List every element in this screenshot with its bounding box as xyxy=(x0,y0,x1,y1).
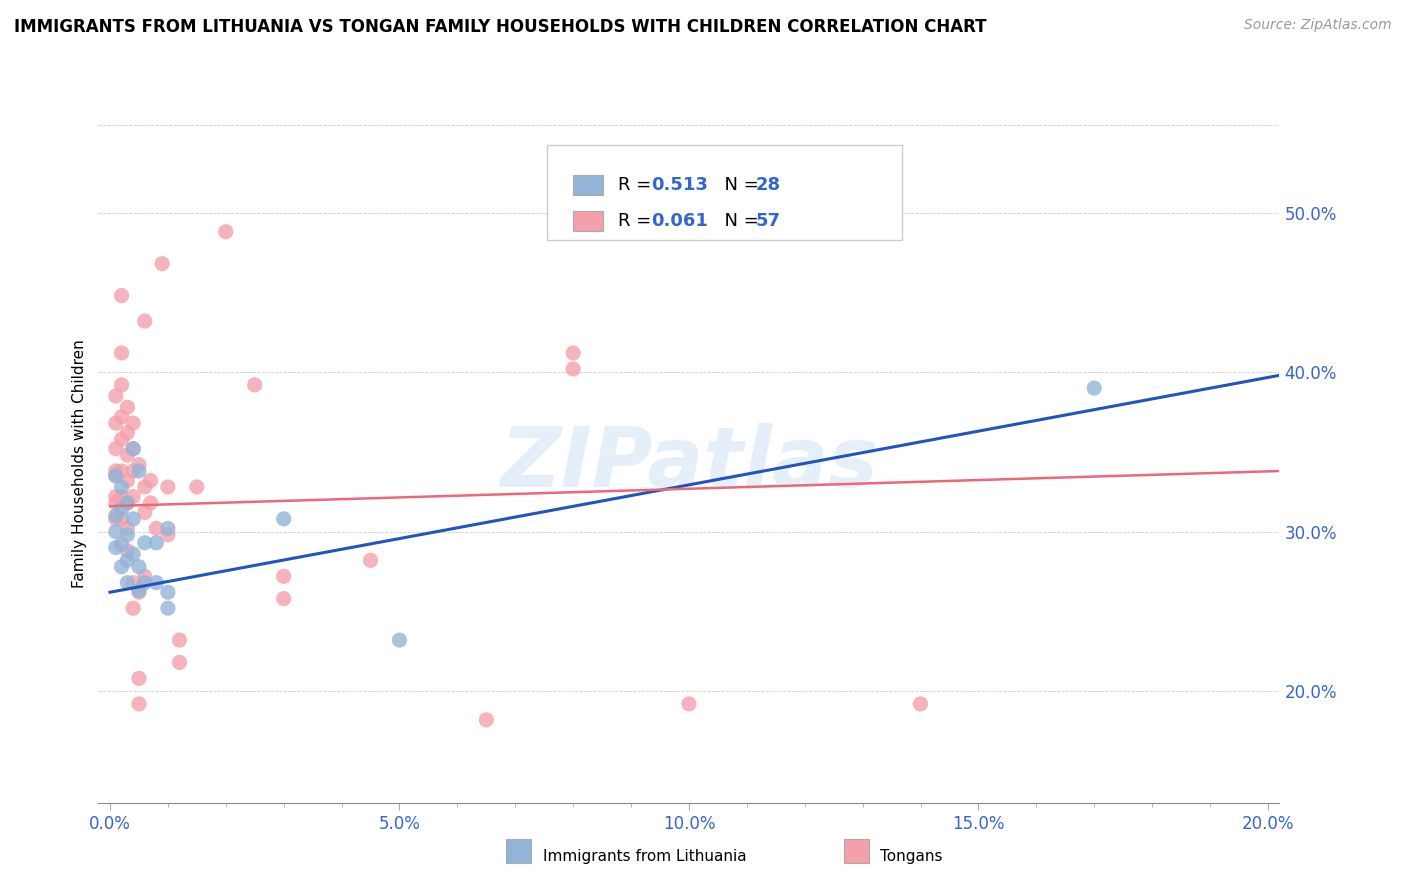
Point xyxy=(104,496,127,510)
Point xyxy=(215,225,238,239)
Point xyxy=(110,537,132,551)
Text: Tongans: Tongans xyxy=(880,849,942,863)
Point xyxy=(104,389,127,403)
Point xyxy=(110,288,132,302)
Point xyxy=(145,536,167,550)
Point xyxy=(104,468,127,483)
Point xyxy=(104,508,127,523)
Point xyxy=(104,512,127,526)
Point xyxy=(134,569,156,583)
Point xyxy=(156,480,179,494)
Point xyxy=(117,474,139,488)
Text: R =: R = xyxy=(617,176,657,194)
Text: 0.061: 0.061 xyxy=(651,212,709,230)
Text: R =: R = xyxy=(617,212,657,230)
Point xyxy=(145,521,167,535)
Point xyxy=(110,502,132,516)
Point xyxy=(104,490,127,504)
Point xyxy=(562,346,585,360)
Point xyxy=(910,697,932,711)
Text: Source: ZipAtlas.com: Source: ZipAtlas.com xyxy=(1244,18,1392,32)
Point xyxy=(475,713,498,727)
Y-axis label: Family Households with Children: Family Households with Children xyxy=(72,340,87,588)
Point xyxy=(122,547,145,561)
Point xyxy=(104,416,127,430)
Point xyxy=(134,314,156,328)
Point xyxy=(150,257,173,271)
Point xyxy=(562,362,585,376)
Point xyxy=(110,512,132,526)
Point xyxy=(122,512,145,526)
Point xyxy=(134,536,156,550)
Point xyxy=(117,553,139,567)
Point xyxy=(156,521,179,535)
Point xyxy=(134,575,156,590)
Point xyxy=(122,416,145,430)
Point xyxy=(110,464,132,478)
Point xyxy=(186,480,208,494)
Point xyxy=(110,559,132,574)
Text: IMMIGRANTS FROM LITHUANIA VS TONGAN FAMILY HOUSEHOLDS WITH CHILDREN CORRELATION : IMMIGRANTS FROM LITHUANIA VS TONGAN FAMI… xyxy=(14,18,987,36)
Text: 0.513: 0.513 xyxy=(651,176,709,194)
Point xyxy=(117,401,139,415)
Point xyxy=(139,496,162,510)
Point xyxy=(122,575,145,590)
Text: N =: N = xyxy=(713,176,765,194)
Point xyxy=(110,490,132,504)
Point xyxy=(122,442,145,456)
Point xyxy=(110,377,132,392)
Point xyxy=(117,543,139,558)
Point xyxy=(122,464,145,478)
Point xyxy=(156,528,179,542)
Point xyxy=(156,601,179,615)
Point xyxy=(156,585,179,599)
Point xyxy=(128,585,150,599)
Point xyxy=(678,697,700,711)
Point xyxy=(1083,381,1105,395)
Point xyxy=(128,672,150,686)
Point xyxy=(360,553,382,567)
Point xyxy=(110,480,132,494)
Point xyxy=(110,432,132,446)
Point xyxy=(104,468,127,483)
Point xyxy=(117,496,139,510)
Text: ZIPatlas: ZIPatlas xyxy=(501,424,877,504)
Text: N =: N = xyxy=(713,212,765,230)
Text: Immigrants from Lithuania: Immigrants from Lithuania xyxy=(543,849,747,863)
Point xyxy=(117,521,139,535)
Point xyxy=(128,464,150,478)
Point xyxy=(169,633,191,648)
Point xyxy=(128,583,150,598)
Point xyxy=(104,541,127,555)
Point xyxy=(128,458,150,472)
Point xyxy=(122,442,145,456)
Point xyxy=(169,656,191,670)
Point xyxy=(104,442,127,456)
Point xyxy=(273,591,295,606)
Point xyxy=(273,569,295,583)
Text: 28: 28 xyxy=(755,176,780,194)
Point xyxy=(122,490,145,504)
Point xyxy=(243,377,266,392)
Point xyxy=(110,409,132,424)
Point xyxy=(145,575,167,590)
Point xyxy=(104,464,127,478)
Point xyxy=(117,425,139,440)
Point xyxy=(134,506,156,520)
Point xyxy=(139,474,162,488)
Point xyxy=(104,524,127,539)
Point xyxy=(117,448,139,462)
Point xyxy=(134,480,156,494)
Point xyxy=(273,512,295,526)
Point xyxy=(117,496,139,510)
Point xyxy=(117,575,139,590)
Point xyxy=(110,346,132,360)
Point xyxy=(128,559,150,574)
Point xyxy=(122,601,145,615)
Point xyxy=(117,528,139,542)
Point xyxy=(128,697,150,711)
Point xyxy=(388,633,411,648)
Text: 57: 57 xyxy=(755,212,780,230)
